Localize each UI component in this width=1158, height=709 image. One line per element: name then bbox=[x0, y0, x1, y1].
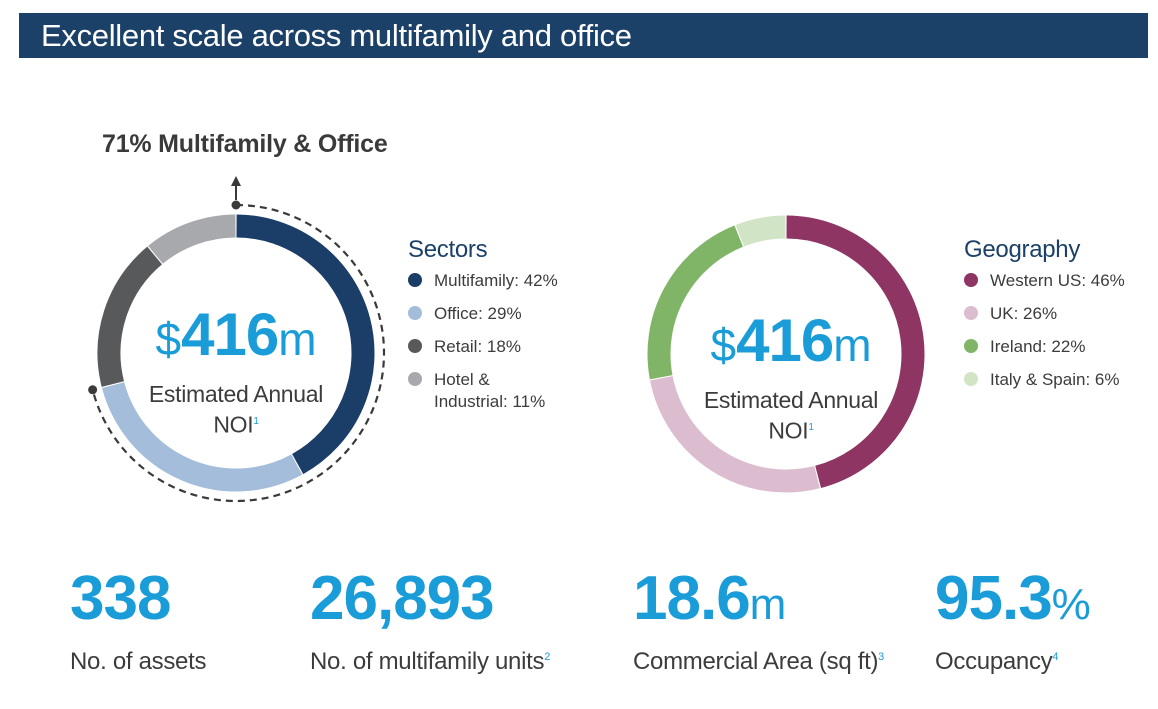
geography-legend-title: Geography bbox=[964, 236, 1081, 263]
sectors-legend-title: Sectors bbox=[408, 236, 488, 263]
callout-arc bbox=[91, 203, 386, 503]
geography-donut bbox=[646, 214, 926, 494]
legend-item-uk: UK: 26% bbox=[964, 303, 1125, 325]
callout-bracket bbox=[88, 176, 386, 503]
stat-assets-value: 338 bbox=[70, 564, 171, 633]
stat-commercial-area-label: Commercial Area (sq ft)3 bbox=[633, 648, 884, 675]
sectors-donut bbox=[96, 213, 376, 493]
callout-end-dot bbox=[88, 385, 98, 395]
sectors-noi-label: Estimated Annual NOI1 bbox=[148, 381, 324, 438]
legend-item-ireland: Ireland: 22% bbox=[964, 336, 1125, 358]
geography-noi-value: $416m bbox=[710, 307, 872, 374]
geography-legend: Geography Western US: 46% UK: 26% Irelan… bbox=[964, 236, 1125, 402]
header-bar: Excellent scale across multifamily and o… bbox=[19, 13, 1148, 58]
geography-center-label: $416m Estimated Annual NOI1 bbox=[671, 307, 911, 445]
legend-item-multifamily: Multifamily: 42% bbox=[408, 270, 558, 292]
legend-item-office: Office: 29% bbox=[408, 303, 558, 325]
donut-slice-western-us bbox=[786, 215, 925, 488]
legend-item-retail: Retail: 18% bbox=[408, 336, 558, 358]
donut-slice-multifamily bbox=[236, 214, 375, 475]
donut-slice-ireland bbox=[647, 225, 744, 380]
donut-slice-italy-and-spain bbox=[735, 215, 786, 247]
multifamily-office-callout: 71% Multifamily & Office bbox=[102, 130, 388, 158]
callout-arrow-head bbox=[231, 176, 241, 186]
stat-commercial-area-value: 18.6m bbox=[633, 564, 787, 633]
stat-multifamily-units-label: No. of multifamily units2 bbox=[310, 648, 551, 675]
legend-item-western-us: Western US: 46% bbox=[964, 270, 1125, 292]
donut-slice-retail bbox=[97, 246, 163, 387]
sectors-center-label: $416m Estimated Annual NOI1 bbox=[116, 301, 356, 439]
legend-item-hotel-industrial: Hotel & Industrial: 11% bbox=[408, 369, 558, 413]
stat-commercial-area: 18.6m Commercial Area (sq ft)3 bbox=[633, 566, 884, 676]
stat-occupancy-label: Occupancy4 bbox=[935, 648, 1059, 675]
stat-multifamily-units: 26,893 No. of multifamily units2 bbox=[310, 566, 550, 676]
donut-slice-hotel-and-industrial bbox=[148, 214, 236, 264]
sectors-legend: Sectors Multifamily: 42% Office: 29% Ret… bbox=[408, 236, 558, 424]
donut-slice-office bbox=[102, 382, 303, 492]
geography-noi-label: Estimated Annual NOI1 bbox=[703, 387, 879, 444]
stat-multifamily-units-value: 26,893 bbox=[310, 564, 495, 633]
page-title: Excellent scale across multifamily and o… bbox=[41, 18, 632, 53]
callout-start-dot bbox=[231, 200, 241, 210]
donut-slice-uk bbox=[650, 375, 820, 493]
stat-assets: 338 No. of assets bbox=[70, 566, 206, 676]
sectors-noi-value: $416m bbox=[155, 301, 317, 368]
stat-occupancy: 95.3% Occupancy4 bbox=[935, 566, 1091, 676]
stat-assets-label: No. of assets bbox=[70, 648, 207, 675]
stat-occupancy-value: 95.3% bbox=[935, 564, 1091, 633]
legend-item-italy-spain: Italy & Spain: 6% bbox=[964, 369, 1125, 391]
